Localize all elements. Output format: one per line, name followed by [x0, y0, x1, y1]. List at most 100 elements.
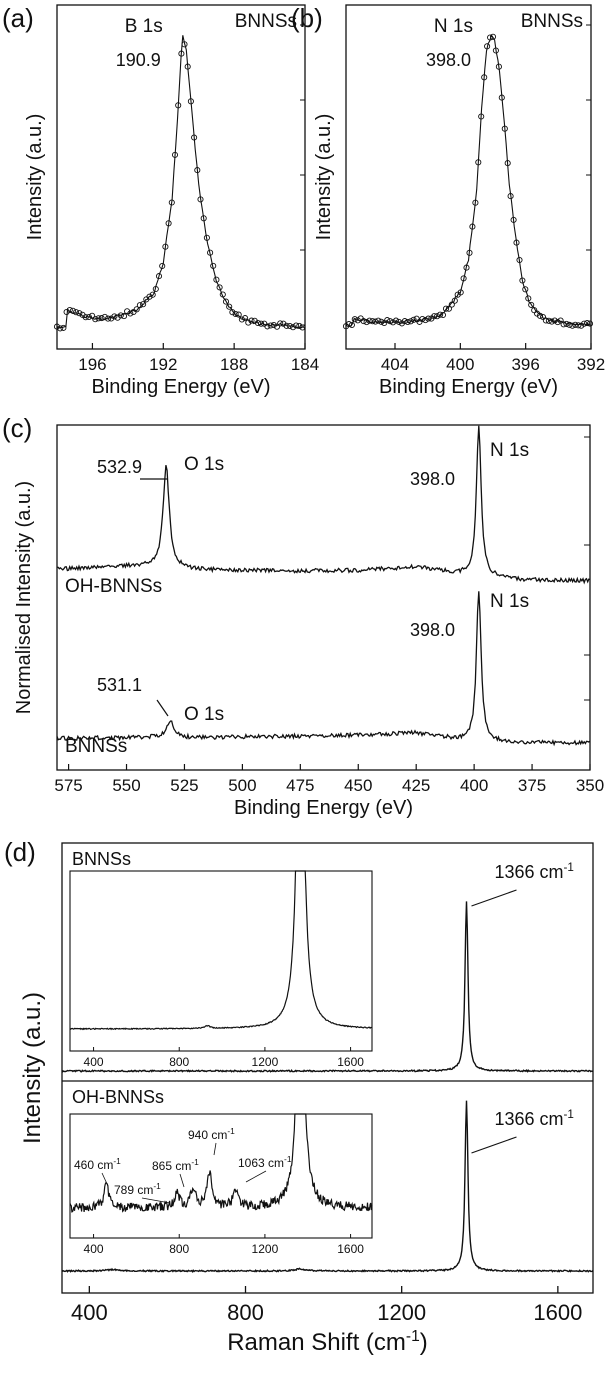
- inset-peak-label: 789 cm-1: [114, 1181, 161, 1197]
- panel-a-data-point: [85, 313, 92, 321]
- panel-a-data-point: [226, 303, 233, 310]
- panel-b-data-point: [410, 316, 417, 323]
- panel-a-data-point: [175, 102, 182, 109]
- panel-a-data-point: [299, 324, 306, 331]
- panel-a-data-point: [207, 249, 214, 256]
- panel-b-data-point: [348, 321, 355, 329]
- panel-d-xtick-label: 1600: [533, 1300, 582, 1325]
- panel-d-ylabel: Intensity (a.u.): [19, 992, 46, 1144]
- panel-a-data-point: [66, 306, 73, 314]
- panel-b-data-point: [528, 301, 535, 308]
- panel-a-data-point: [82, 314, 89, 321]
- panel-d-peak-label: 1366 cm-1: [494, 1108, 573, 1129]
- panel-c-series-oh-bnnss: [56, 425, 591, 585]
- panel-a-data-point: [270, 321, 277, 329]
- panel-d-series-label-bnnss: BNNSs: [72, 849, 131, 869]
- panel-b-data-point: [466, 249, 473, 256]
- panel-a-data-point: [120, 313, 128, 320]
- panel-a-data-point: [254, 319, 261, 327]
- panel-a-data-point: [245, 319, 252, 326]
- panel-b-data-point: [542, 317, 549, 324]
- panel-a-data-point: [159, 262, 166, 270]
- inset-oh-bnnss-frame: [69, 1113, 373, 1239]
- panel-b-frame: [345, 4, 592, 350]
- panel-c-series-label-bnnss: BNNSs: [65, 736, 127, 757]
- panel-b-data-point: [422, 317, 429, 324]
- panel-b-sample-label: BNNSs: [521, 11, 583, 32]
- panel-a-ylabel: Intensity (a.u.): [24, 114, 46, 241]
- panel-a-data-point: [98, 315, 105, 322]
- panel-a-xlabel: Binding Energy (eV): [92, 376, 271, 398]
- panel-b-data-point: [536, 312, 544, 319]
- panel-b-data-point: [489, 33, 497, 40]
- inset-oh-bnnss-xtick-label: 1200: [252, 1242, 279, 1256]
- panel-c-leader-line: [156, 699, 169, 717]
- inset-peak-label: 940 cm-1: [188, 1126, 235, 1142]
- panel-a-data-point: [140, 301, 147, 308]
- panel-a-data-point: [197, 196, 204, 203]
- panel-d-peak-label: 1366 cm-1: [494, 861, 573, 882]
- inset-oh-bnnss-series-line: [69, 1113, 373, 1213]
- panel-b-data-point: [351, 316, 358, 323]
- panel-b-data-point: [360, 318, 367, 325]
- panel-c-xtick-label: 425: [402, 776, 430, 795]
- panel-a-xtick-label: 188: [220, 355, 248, 374]
- panel-b-data-point: [557, 317, 564, 324]
- panel-a-data-point: [191, 134, 198, 141]
- panel-a-data-point: [213, 276, 220, 283]
- panel-b-xtick-label: 392: [577, 355, 605, 374]
- panel-b-xtick-label: 400: [446, 355, 474, 374]
- panel-b-data-point: [389, 319, 397, 326]
- panel-b-data-point: [478, 113, 485, 120]
- panel-c-peak-value-o1s: 531.1: [97, 675, 142, 695]
- panel-c-frame: [56, 424, 591, 771]
- panel-a-data-point: [162, 243, 169, 250]
- panel-b-peak-label: N 1s: [434, 16, 473, 37]
- panel-d-series-label-oh-bnnss: OH-BNNSs: [72, 1087, 164, 1107]
- panel-a-data-point: [117, 312, 124, 319]
- panel-a-data-point: [184, 63, 191, 70]
- inset-leader-line: [213, 1142, 217, 1156]
- panel-b-data-point: [572, 321, 579, 328]
- inset-leader-line: [245, 1170, 267, 1183]
- panel-a-data-point: [229, 309, 236, 316]
- panel-a-data-point: [63, 308, 70, 316]
- panel-a-data-point: [203, 234, 210, 241]
- panel-a-data-point: [222, 298, 230, 305]
- inset-bnnss-xtick-label: 1200: [252, 1055, 279, 1069]
- panel-c-panel-letter: (c): [2, 413, 32, 443]
- panel-a-sample-label: BNNSs: [235, 11, 297, 32]
- panel-c-xtick-label: 525: [170, 776, 198, 795]
- panel-a-data-point: [181, 41, 188, 48]
- panel-a-data-point: [168, 199, 175, 206]
- panel-a-data-point: [242, 315, 249, 322]
- panel-b-data-point: [395, 318, 402, 325]
- panel-b-data-point: [445, 305, 452, 312]
- panel-d-panel-letter: (d): [4, 837, 36, 867]
- panel-a-data-point: [95, 315, 102, 322]
- panel-d-xtick-label: 1200: [377, 1300, 426, 1325]
- panel-b-data-point: [363, 319, 370, 326]
- panel-a-data-point: [273, 323, 281, 330]
- panel-c-xtick-label: 400: [460, 776, 488, 795]
- panel-b-data-point: [481, 74, 488, 81]
- panel-b-peak-value: 398.0: [426, 50, 471, 70]
- panel-b-data-point: [501, 125, 508, 132]
- panel-c-xtick-label: 550: [112, 776, 140, 795]
- panel-c-xtick-label: 450: [344, 776, 372, 795]
- panel-a-data-point: [149, 291, 156, 298]
- panel-b-data-point: [484, 43, 491, 50]
- panel-d-leader-line: [471, 1136, 517, 1154]
- panel-a-xtick-label: 196: [78, 355, 106, 374]
- panel-c-xtick-label: 575: [54, 776, 82, 795]
- inset-oh-bnnss-xtick-label: 800: [169, 1242, 189, 1256]
- panel-c-xtick-label: 475: [286, 776, 314, 795]
- panel-b-data-point: [401, 318, 408, 325]
- panel-a-data-point: [53, 323, 61, 330]
- panel-a-data-point: [146, 293, 153, 300]
- panel-d-xlabel: Raman Shift (cm-1): [227, 1328, 428, 1356]
- panel-c-peak-label-o1s: O 1s: [184, 454, 224, 475]
- panel-b-data-point: [419, 315, 426, 323]
- panel-b-data-point: [463, 264, 470, 271]
